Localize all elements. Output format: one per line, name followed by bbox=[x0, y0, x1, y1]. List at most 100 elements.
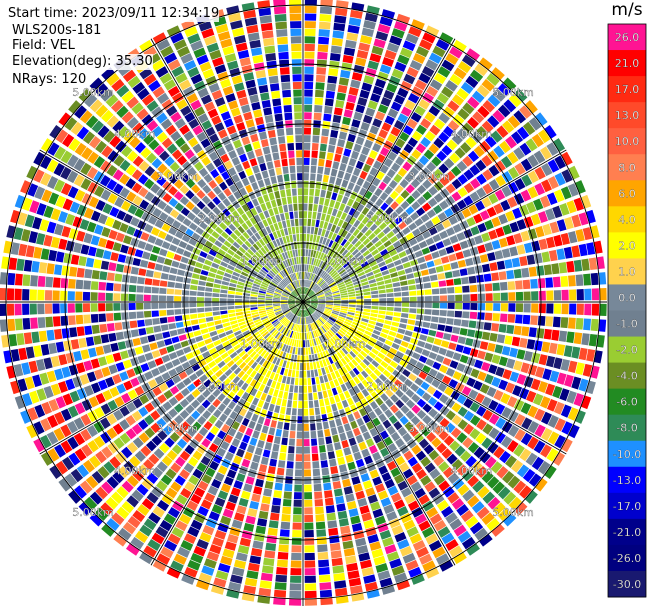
velocity-gate bbox=[150, 410, 161, 421]
velocity-gate bbox=[379, 447, 390, 457]
velocity-gate bbox=[144, 191, 155, 202]
velocity-gate bbox=[242, 160, 251, 170]
velocity-gate bbox=[196, 189, 206, 200]
velocity-gate bbox=[227, 309, 236, 314]
velocity-gate bbox=[316, 422, 323, 431]
velocity-gate bbox=[280, 213, 286, 221]
velocity-gate bbox=[505, 136, 517, 149]
velocity-gate bbox=[262, 279, 270, 285]
velocity-gate bbox=[270, 419, 277, 428]
velocity-gate bbox=[404, 330, 413, 337]
velocity-gate bbox=[114, 396, 125, 408]
velocity-gate bbox=[390, 162, 401, 173]
velocity-gate bbox=[374, 78, 386, 89]
velocity-gate bbox=[262, 194, 270, 203]
velocity-gate bbox=[93, 335, 102, 345]
velocity-gate bbox=[303, 150, 311, 158]
velocity-gate bbox=[202, 184, 212, 194]
velocity-gate bbox=[501, 345, 511, 356]
velocity-gate bbox=[281, 197, 287, 205]
velocity-gate bbox=[252, 316, 261, 321]
velocity-gate bbox=[386, 365, 395, 374]
velocity-gate bbox=[99, 271, 108, 281]
velocity-gate bbox=[227, 401, 236, 410]
velocity-gate bbox=[568, 424, 580, 439]
velocity-gate bbox=[484, 283, 493, 292]
velocity-gate bbox=[144, 178, 155, 190]
velocity-gate bbox=[115, 331, 125, 341]
velocity-gate bbox=[337, 266, 344, 273]
velocity-gate bbox=[278, 237, 284, 245]
velocity-gate bbox=[360, 246, 368, 254]
velocity-gate bbox=[298, 203, 303, 211]
velocity-gate bbox=[137, 174, 149, 185]
velocity-gate bbox=[29, 303, 37, 315]
velocity-gate bbox=[370, 401, 379, 410]
velocity-gate bbox=[328, 329, 335, 336]
velocity-gate bbox=[253, 62, 265, 71]
velocity-gate bbox=[314, 407, 321, 415]
velocity-gate bbox=[374, 377, 383, 387]
velocity-gate bbox=[298, 195, 303, 204]
velocity-gate bbox=[69, 266, 78, 277]
velocity-gate bbox=[491, 239, 501, 250]
velocity-gate bbox=[294, 476, 302, 485]
velocity-gate bbox=[364, 229, 373, 237]
velocity-gate bbox=[151, 486, 164, 498]
velocity-gate bbox=[239, 153, 248, 163]
velocity-gate bbox=[203, 379, 212, 388]
velocity-gate bbox=[266, 378, 273, 387]
velocity-gate bbox=[380, 497, 392, 507]
velocity-gate bbox=[311, 438, 318, 446]
velocity-gate bbox=[47, 142, 60, 156]
velocity-gate bbox=[23, 332, 33, 345]
velocity-gate bbox=[113, 283, 122, 292]
velocity-gate bbox=[410, 415, 421, 426]
velocity-gate bbox=[541, 411, 552, 425]
velocity-gate bbox=[291, 291, 298, 297]
velocity-gate bbox=[379, 577, 393, 588]
velocity-gate bbox=[437, 324, 446, 332]
velocity-gate bbox=[270, 144, 279, 153]
velocity-gate bbox=[306, 309, 310, 316]
velocity-gate bbox=[522, 121, 536, 136]
velocity-gate bbox=[424, 302, 432, 308]
velocity-gate bbox=[156, 39, 171, 51]
velocity-gate bbox=[242, 364, 250, 373]
velocity-gate bbox=[288, 303, 296, 306]
velocity-gate bbox=[411, 332, 420, 339]
velocity-gate bbox=[245, 79, 256, 89]
velocity-gate bbox=[288, 303, 296, 306]
velocity-gate bbox=[76, 464, 90, 478]
velocity-gate bbox=[273, 207, 279, 215]
velocity-gate bbox=[277, 285, 284, 291]
velocity-gate bbox=[318, 269, 324, 277]
velocity-gate bbox=[416, 409, 427, 420]
velocity-gate bbox=[141, 478, 154, 490]
velocity-gate bbox=[391, 28, 405, 39]
velocity-gate bbox=[361, 27, 375, 37]
colorbar-bin bbox=[608, 76, 646, 103]
velocity-gate bbox=[335, 418, 343, 427]
velocity-gate bbox=[493, 292, 501, 301]
velocity-gate bbox=[596, 334, 605, 348]
velocity-gate bbox=[487, 115, 500, 128]
velocity-gate bbox=[424, 111, 436, 123]
velocity-gate bbox=[310, 304, 318, 307]
velocity-gate bbox=[322, 174, 330, 183]
velocity-gate bbox=[280, 229, 285, 237]
velocity-gate bbox=[520, 158, 533, 172]
velocity-gate bbox=[552, 316, 561, 328]
velocity-gate bbox=[379, 192, 389, 201]
velocity-gate bbox=[106, 313, 114, 322]
velocity-gate bbox=[437, 526, 451, 538]
velocity-gate bbox=[473, 446, 485, 459]
velocity-gate bbox=[364, 302, 372, 306]
velocity-gate bbox=[428, 52, 442, 64]
velocity-gate bbox=[275, 21, 287, 30]
velocity-gate bbox=[85, 336, 95, 347]
velocity-gate bbox=[267, 271, 275, 278]
velocity-gate bbox=[310, 300, 318, 302]
velocity-gate bbox=[375, 322, 384, 328]
velocity-gate bbox=[166, 288, 175, 295]
